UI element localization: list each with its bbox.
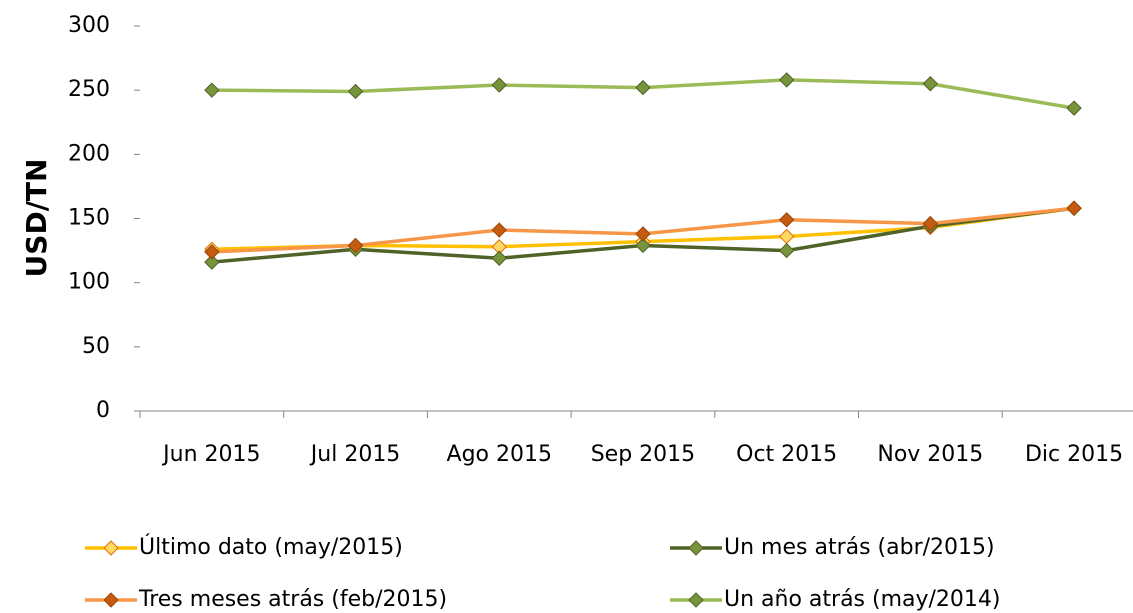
point-marker	[778, 212, 795, 228]
point-marker	[204, 254, 220, 270]
point-marker	[635, 226, 651, 242]
y-tick-label: 0	[96, 398, 110, 423]
y-tick-label: 200	[68, 141, 110, 166]
point-marker	[922, 215, 939, 232]
point-marker	[491, 250, 507, 266]
point-marker	[204, 82, 220, 98]
legend-marker	[688, 592, 704, 608]
y-tick-label: 250	[68, 77, 110, 102]
point-marker	[778, 72, 795, 88]
point-marker	[347, 83, 364, 100]
point-marker	[922, 76, 939, 92]
x-tick-label: Sep 2015	[591, 442, 695, 467]
legend-marker	[103, 540, 119, 556]
legend-label: Tres meses atrás (feb/2015)	[138, 587, 447, 612]
point-marker	[204, 244, 220, 260]
point-marker	[635, 237, 651, 254]
x-tick-label: Oct 2015	[736, 442, 837, 467]
legend-label: Último dato (may/2015)	[139, 534, 403, 560]
legend-marker	[688, 540, 704, 556]
y-tick-label: 300	[68, 13, 110, 38]
legend-marker	[103, 592, 119, 608]
point-marker	[635, 79, 651, 96]
point-marker	[347, 237, 364, 254]
legend-label: Un mes atrás (abr/2015)	[724, 535, 995, 560]
x-tick-label: Jul 2015	[309, 442, 401, 467]
y-tick-label: 100	[68, 270, 110, 295]
x-tick-label: Jun 2015	[161, 442, 260, 467]
point-marker	[778, 228, 795, 245]
y-tick-label: 150	[68, 206, 110, 231]
point-marker	[1066, 200, 1082, 216]
y-axis-label: USD/TN	[20, 159, 53, 278]
x-tick-label: Dic 2015	[1025, 442, 1123, 467]
x-tick-label: Ago 2015	[447, 442, 552, 467]
point-marker	[1066, 100, 1082, 116]
legend-label: Un año atrás (may/2014)	[724, 587, 1001, 612]
y-tick-label: 50	[82, 334, 110, 359]
point-marker	[778, 242, 795, 259]
point-marker	[491, 222, 507, 238]
x-tick-label: Nov 2015	[877, 442, 983, 467]
point-marker	[491, 77, 507, 93]
